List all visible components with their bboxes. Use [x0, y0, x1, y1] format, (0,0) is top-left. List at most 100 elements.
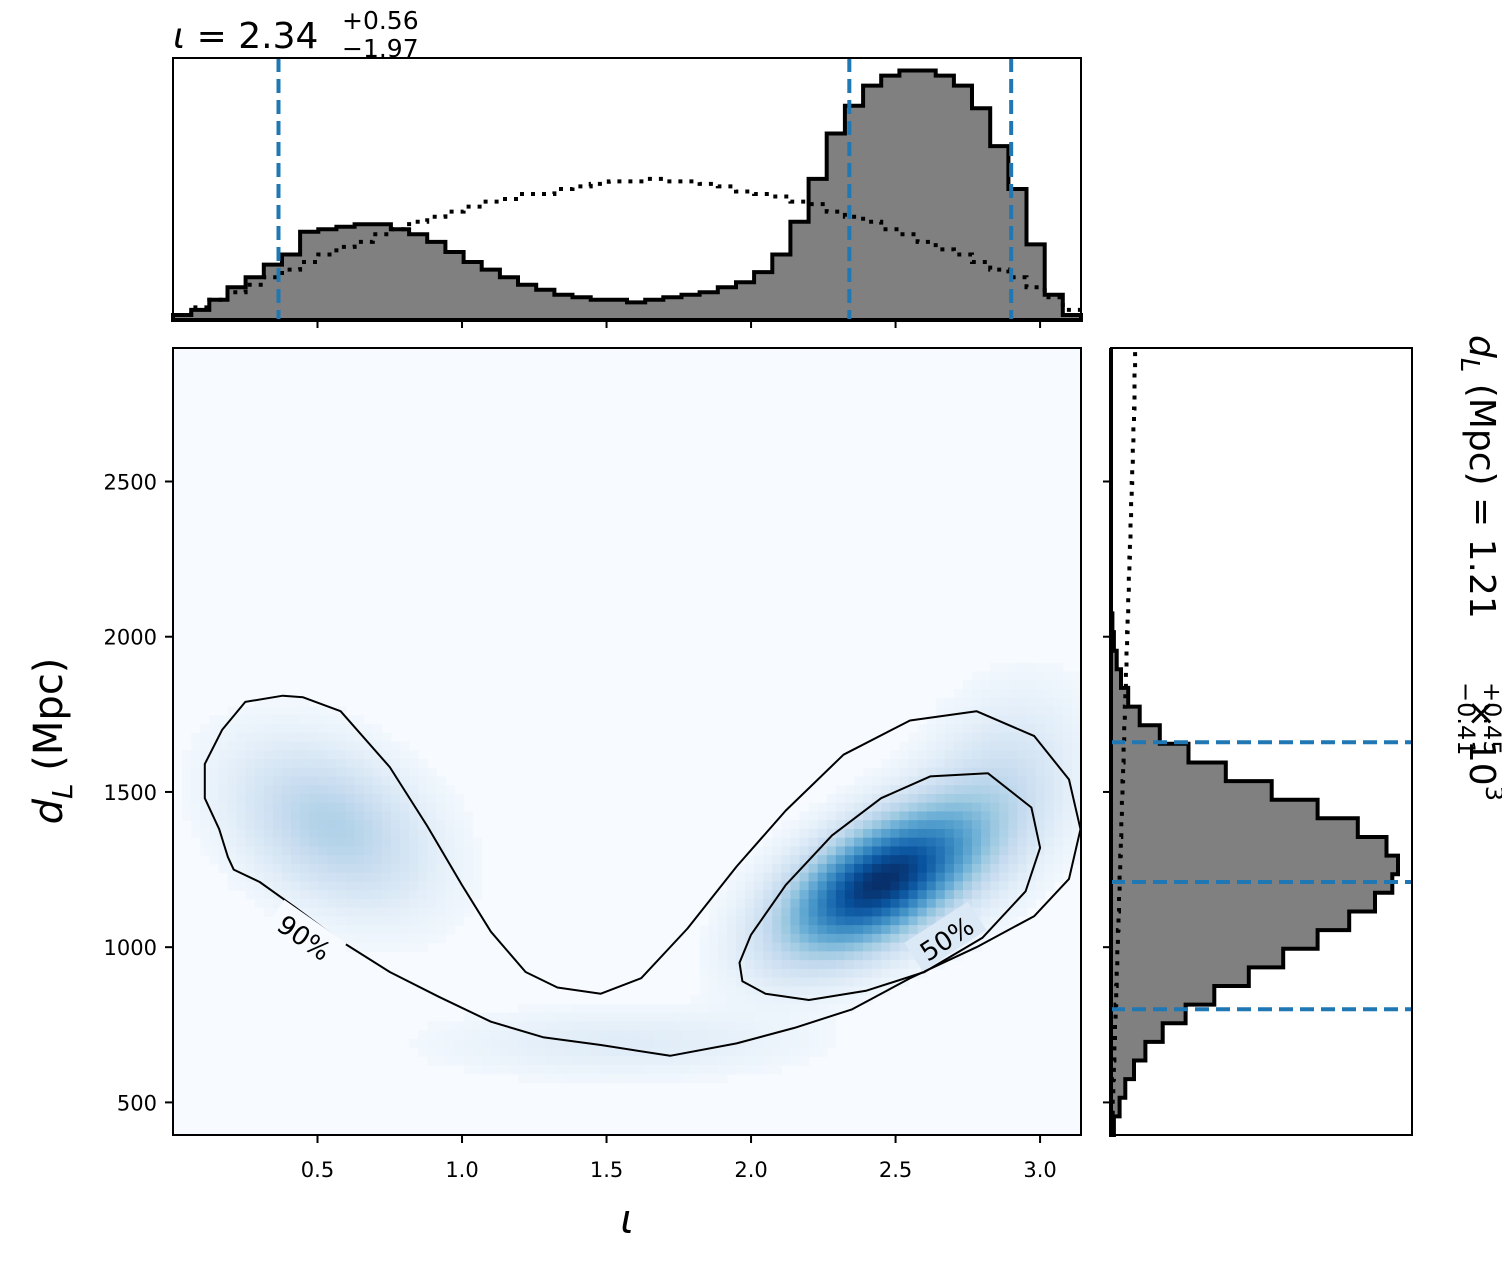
density-cell — [218, 785, 229, 795]
right-summary-exp: 3 — [1480, 786, 1502, 801]
density-cell — [745, 898, 755, 909]
density-cell — [381, 785, 392, 795]
density-cell — [599, 1012, 610, 1022]
density-cell — [844, 1003, 855, 1014]
density-cell — [781, 1003, 792, 1014]
density-cell — [608, 1030, 619, 1040]
density-cell — [418, 802, 428, 813]
density-cell — [772, 995, 782, 1005]
density-cell — [935, 820, 946, 830]
density-cell — [508, 1030, 519, 1040]
density-cell — [454, 1021, 465, 1031]
density-cell — [935, 846, 946, 856]
density-cell — [699, 925, 710, 935]
density-cell — [735, 890, 746, 900]
density-cell — [227, 776, 238, 786]
density-cell — [681, 1065, 692, 1075]
density-cell — [890, 898, 900, 909]
density-cell — [754, 890, 764, 900]
density-cell — [200, 811, 210, 821]
density-cell — [899, 951, 910, 961]
density-cell — [763, 968, 773, 979]
density-cell — [318, 758, 328, 769]
density-cell — [699, 1047, 710, 1057]
density-cell — [400, 863, 410, 874]
density-cell — [327, 863, 338, 874]
density-cell — [291, 863, 301, 874]
density-cell — [844, 881, 855, 891]
density-cell — [536, 1047, 546, 1057]
density-cell — [717, 1038, 728, 1049]
density-cell — [472, 881, 483, 891]
density-cell — [817, 995, 828, 1005]
density-cell — [754, 1030, 764, 1040]
density-cell — [926, 767, 937, 778]
density-cell — [345, 811, 356, 821]
density-cell — [263, 837, 274, 848]
density-cell — [726, 1047, 737, 1057]
density-cell — [463, 863, 474, 874]
density-cell — [400, 890, 410, 900]
density-cell — [409, 750, 419, 760]
density-cell — [336, 741, 347, 751]
density-cell — [817, 1038, 828, 1049]
density-cell — [1008, 758, 1019, 769]
density-cell — [327, 907, 338, 917]
density-cell — [381, 942, 392, 952]
density-cell — [799, 986, 810, 996]
density-cell — [972, 837, 982, 848]
density-cell — [300, 820, 310, 830]
density-cell — [926, 916, 937, 926]
density-cell — [999, 724, 1009, 734]
density-cell — [990, 785, 1000, 795]
density-cell — [926, 732, 937, 743]
density-cell — [372, 767, 383, 778]
density-cell — [1035, 741, 1046, 751]
density-cell — [191, 767, 201, 778]
density-cell — [981, 741, 991, 751]
density-cell — [1062, 785, 1073, 795]
density-cell — [636, 1056, 646, 1066]
density-cell — [263, 863, 274, 874]
density-cell — [300, 802, 310, 813]
density-cell — [454, 846, 465, 856]
density-cell — [735, 1056, 746, 1066]
density-cell — [826, 925, 837, 935]
density-cell — [917, 898, 928, 909]
density-cell — [281, 872, 292, 883]
density-cell — [300, 793, 310, 804]
density-cell — [863, 951, 873, 961]
density-cell — [272, 837, 283, 848]
density-cell — [799, 907, 810, 917]
density-cell — [291, 715, 301, 725]
density-cell — [309, 811, 319, 821]
top-summary-plus: +0.56 — [342, 6, 419, 35]
density-cell — [272, 802, 283, 813]
density-cell — [754, 1038, 764, 1049]
density-cell — [318, 776, 328, 786]
density-cell — [536, 1056, 546, 1066]
density-cell — [1035, 776, 1046, 786]
density-cell — [999, 767, 1009, 778]
density-cell — [1035, 662, 1046, 673]
density-cell — [291, 802, 301, 813]
density-cell — [318, 820, 328, 830]
density-cell — [281, 715, 292, 725]
density-cell — [445, 1021, 456, 1031]
density-cell — [418, 776, 428, 786]
density-cell — [418, 898, 428, 909]
density-cell — [581, 1003, 592, 1014]
density-cell — [345, 907, 356, 917]
density-cell — [245, 793, 256, 804]
density-cell — [808, 1012, 819, 1022]
density-cell — [345, 758, 356, 769]
density-cell — [218, 732, 229, 743]
density-cell — [935, 890, 946, 900]
density-cell — [318, 837, 328, 848]
density-cell — [663, 1012, 673, 1022]
density-cell — [1008, 828, 1019, 839]
density-cell — [281, 785, 292, 795]
density-cell — [236, 820, 247, 830]
density-cell — [881, 933, 891, 944]
density-cell — [935, 767, 946, 778]
